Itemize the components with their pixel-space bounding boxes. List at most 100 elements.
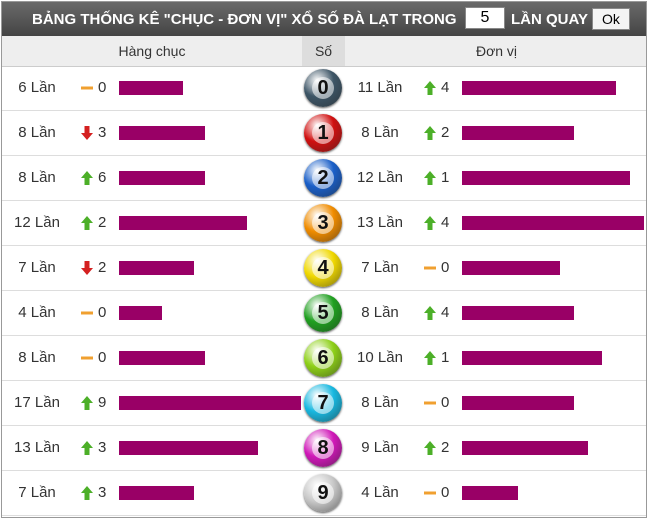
trend-icon (81, 86, 93, 90)
bar (119, 81, 184, 95)
bar (462, 441, 588, 455)
digit: 1 (312, 122, 334, 144)
count-label: 7 Lần (18, 259, 56, 276)
stat-row: 4 Lần 0 5 8 Lần 4 (2, 291, 646, 336)
digit-ball: 3 (304, 204, 342, 242)
bar (119, 486, 194, 500)
bar (462, 486, 518, 500)
change: 2 (98, 259, 107, 276)
stat-row: 8 Lần 0 6 10 Lần 1 (2, 336, 646, 381)
bar (119, 351, 205, 365)
trend-icon (81, 216, 93, 230)
trend-icon (424, 81, 436, 95)
change: 2 (441, 124, 450, 141)
change: 4 (441, 304, 450, 321)
suffix: LẦN QUAY (511, 11, 588, 28)
digit-ball: 0 (304, 69, 342, 107)
bar (119, 441, 259, 455)
count-label: 7 Lần (18, 484, 56, 501)
digit: 7 (312, 392, 334, 414)
digit-ball: 6 (304, 339, 342, 377)
bar (119, 126, 205, 140)
change: 4 (441, 79, 450, 96)
change: 1 (441, 169, 450, 186)
count-label: 13 Lần (357, 214, 403, 231)
digit: 2 (312, 167, 334, 189)
digit: 6 (312, 347, 334, 369)
trend-icon (81, 126, 93, 140)
bar (119, 216, 248, 230)
count-label: 8 Lần (18, 124, 56, 141)
digit-ball: 4 (304, 249, 342, 287)
change: 2 (98, 214, 107, 231)
bar (462, 306, 574, 320)
bar (462, 216, 644, 230)
title: BẢNG THỐNG KÊ "CHỤC - ĐƠN VỊ" XỔ SỐ ĐÀ L… (32, 11, 457, 28)
change: 3 (98, 124, 107, 141)
bar (462, 351, 602, 365)
count-label: 11 Lần (357, 79, 403, 96)
count-label: 10 Lần (357, 349, 403, 366)
trend-icon (424, 306, 436, 320)
stat-row: 13 Lần 3 8 9 Lần 2 (2, 426, 646, 471)
trend-icon (424, 266, 436, 270)
change: 4 (441, 214, 450, 231)
stat-row: 8 Lần 3 1 8 Lần 2 (2, 111, 646, 156)
change: 9 (98, 394, 107, 411)
stat-row: 12 Lần 2 3 13 Lần 4 (2, 201, 646, 246)
stat-row: 17 Lần 9 7 8 Lần 0 (2, 381, 646, 426)
count-label: 8 Lần (361, 394, 399, 411)
column-header: Hàng chục (118, 43, 186, 59)
digit-ball: 2 (304, 159, 342, 197)
trend-icon (424, 126, 436, 140)
stat-row: 7 Lần 2 4 7 Lần 0 (2, 246, 646, 291)
bar (119, 306, 162, 320)
count-label: 17 Lần (14, 394, 60, 411)
header: BẢNG THỐNG KÊ "CHỤC - ĐƠN VỊ" XỔ SỐ ĐÀ L… (2, 2, 646, 36)
trend-icon (424, 401, 436, 405)
stat-row: 7 Lần 3 9 4 Lần 0 (2, 471, 646, 516)
change: 0 (441, 484, 450, 501)
count-label: 6 Lần (18, 79, 56, 96)
ok-button[interactable]: Ok (592, 8, 630, 30)
change: 0 (441, 259, 450, 276)
stat-row: 6 Lần 0 0 11 Lần 4 (2, 66, 646, 111)
trend-icon (424, 171, 436, 185)
column-header: Đơn vị (475, 43, 518, 59)
bar (462, 81, 616, 95)
stat-row: 8 Lần 6 2 12 Lần 1 (2, 156, 646, 201)
count-label: 8 Lần (361, 124, 399, 141)
digit-ball: 7 (304, 384, 342, 422)
count-label: 8 Lần (18, 169, 56, 186)
digit-ball: 9 (304, 474, 342, 512)
count-label: 12 Lần (14, 214, 60, 231)
count-label: 9 Lần (361, 439, 399, 456)
trend-icon (81, 486, 93, 500)
bar (462, 396, 574, 410)
trend-icon (81, 311, 93, 315)
change: 3 (98, 439, 107, 456)
column-header: Số (302, 36, 345, 66)
count-label: 8 Lần (361, 304, 399, 321)
trend-icon (81, 171, 93, 185)
trend-icon (81, 396, 93, 410)
digit: 9 (312, 482, 334, 504)
bar (462, 126, 574, 140)
count-label: 12 Lần (357, 169, 403, 186)
draws-input[interactable] (465, 7, 505, 29)
change: 2 (441, 439, 450, 456)
trend-icon (424, 441, 436, 455)
count-label: 7 Lần (361, 259, 399, 276)
count-label: 4 Lần (361, 484, 399, 501)
digit: 8 (312, 437, 334, 459)
bar (462, 171, 630, 185)
digit: 5 (312, 302, 334, 324)
digit-ball: 8 (304, 429, 342, 467)
bar (119, 261, 194, 275)
digit-ball: 5 (304, 294, 342, 332)
change: 3 (98, 484, 107, 501)
trend-icon (81, 441, 93, 455)
bar (119, 171, 205, 185)
count-label: 4 Lần (18, 304, 56, 321)
